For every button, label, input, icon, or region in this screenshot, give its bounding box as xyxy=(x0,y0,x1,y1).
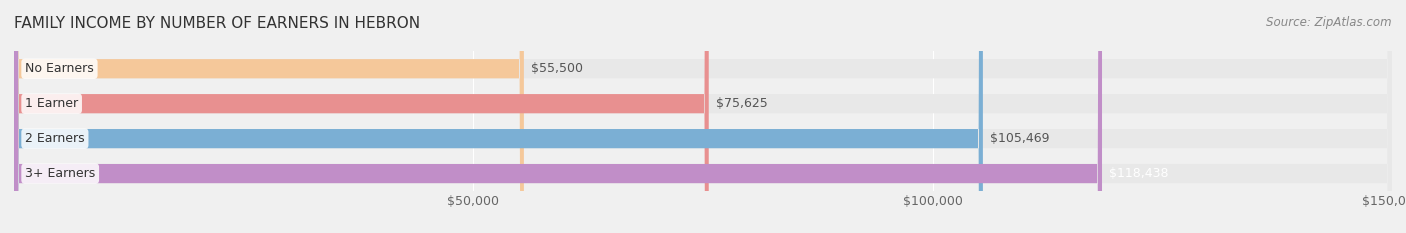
FancyBboxPatch shape xyxy=(14,0,1392,233)
Text: No Earners: No Earners xyxy=(25,62,94,75)
Text: $105,469: $105,469 xyxy=(990,132,1050,145)
FancyBboxPatch shape xyxy=(14,0,1102,233)
Text: 1 Earner: 1 Earner xyxy=(25,97,79,110)
Text: $75,625: $75,625 xyxy=(716,97,768,110)
Text: 2 Earners: 2 Earners xyxy=(25,132,84,145)
FancyBboxPatch shape xyxy=(14,0,983,233)
Text: $55,500: $55,500 xyxy=(531,62,583,75)
FancyBboxPatch shape xyxy=(14,0,1392,233)
Text: FAMILY INCOME BY NUMBER OF EARNERS IN HEBRON: FAMILY INCOME BY NUMBER OF EARNERS IN HE… xyxy=(14,16,420,31)
Text: 3+ Earners: 3+ Earners xyxy=(25,167,96,180)
FancyBboxPatch shape xyxy=(14,0,1392,233)
Text: Source: ZipAtlas.com: Source: ZipAtlas.com xyxy=(1267,16,1392,29)
FancyBboxPatch shape xyxy=(14,0,524,233)
Text: $118,438: $118,438 xyxy=(1109,167,1168,180)
FancyBboxPatch shape xyxy=(14,0,709,233)
FancyBboxPatch shape xyxy=(14,0,1392,233)
